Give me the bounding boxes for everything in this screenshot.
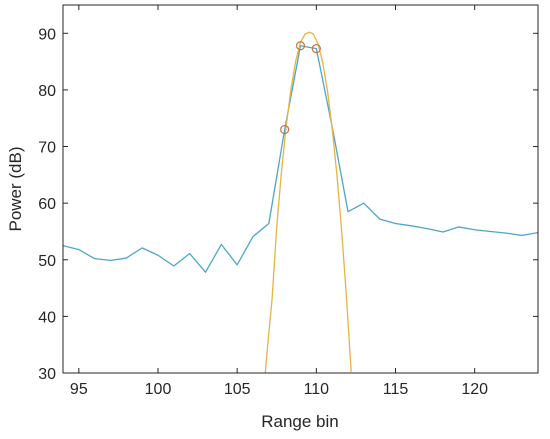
data-point-marker xyxy=(295,41,306,51)
x-tick-label: 100 xyxy=(145,381,172,398)
series-layer xyxy=(63,31,538,373)
data-point-marker xyxy=(280,124,290,135)
y-tick-label: 40 xyxy=(38,309,56,326)
y-tick-label: 30 xyxy=(38,366,56,383)
series-line-1 xyxy=(63,45,538,273)
x-axis-label: Range bin xyxy=(261,412,339,431)
y-tick-label: 60 xyxy=(38,196,56,213)
y-tick-label: 80 xyxy=(38,83,56,100)
y-tick-label: 70 xyxy=(38,140,56,157)
y-axis-label: Power (dB) xyxy=(6,146,25,231)
y-tick-label: 50 xyxy=(38,253,56,270)
x-tick-label: 110 xyxy=(304,381,330,398)
x-tick-label: 120 xyxy=(461,381,488,398)
data-point-marker xyxy=(311,43,321,54)
y-tick-label: 90 xyxy=(38,26,56,43)
axes-layer: 95 100 105 110 115 120 30 40 50 60 70 80 90 xyxy=(38,4,539,398)
x-tick-label: 105 xyxy=(224,381,251,398)
plot-area xyxy=(63,5,538,373)
x-tick-label: 95 xyxy=(70,381,88,398)
x-tick-label: 115 xyxy=(383,381,409,398)
series-line-2 xyxy=(264,31,352,373)
axes-frame xyxy=(62,4,539,374)
